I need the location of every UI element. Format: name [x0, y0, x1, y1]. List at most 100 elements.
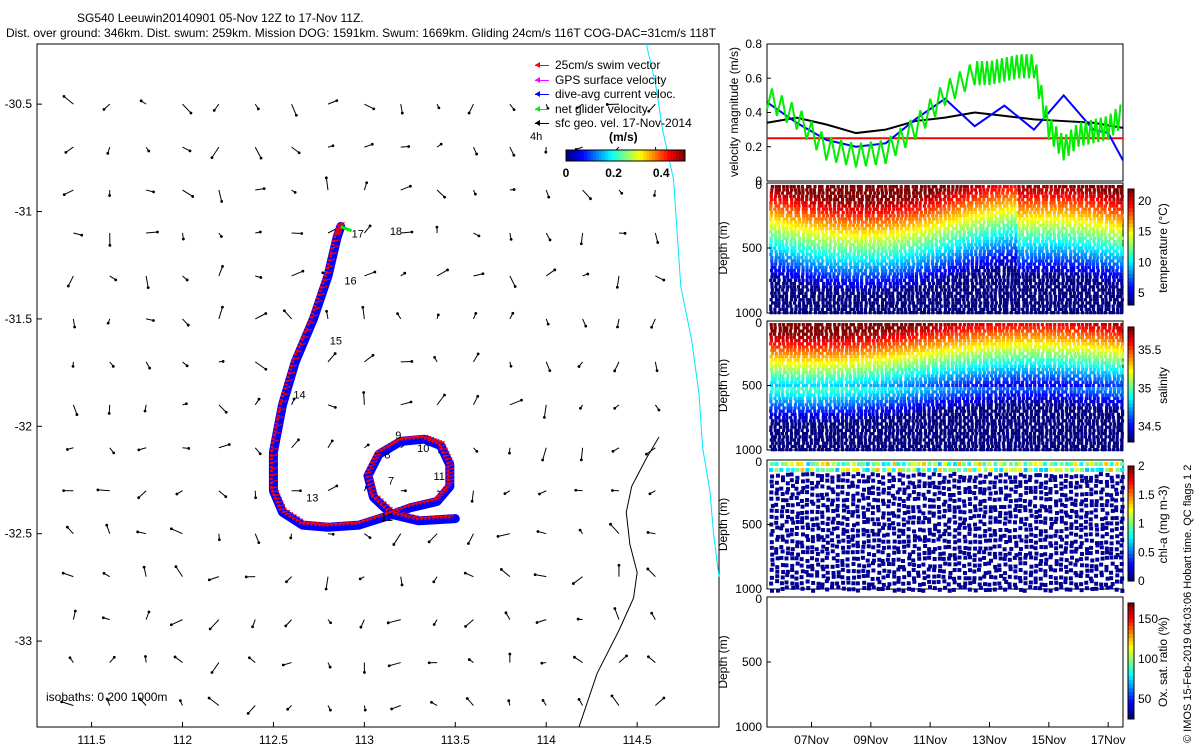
profile-dot	[970, 304, 975, 308]
profile-dot	[777, 185, 781, 189]
geo-velocity-arrow	[72, 404, 78, 415]
swim-vector	[270, 466, 278, 470]
profile-dot	[923, 230, 927, 234]
profile-dot	[884, 223, 889, 228]
profile-dot	[798, 281, 802, 286]
profile-dot	[1056, 265, 1061, 270]
profile-dot	[903, 188, 907, 192]
profile-dot	[1025, 288, 1029, 292]
profile-dot	[774, 204, 778, 208]
profile-dot	[852, 278, 856, 282]
geo-velocity-arrowhead	[432, 623, 436, 626]
profile-dot	[837, 256, 841, 260]
geo-velocity-arrowhead	[281, 663, 285, 667]
profile-dot	[900, 230, 904, 234]
profile-dot	[789, 361, 794, 365]
profile-dot	[950, 243, 954, 247]
profile-dot	[894, 304, 899, 308]
profile-dot	[918, 217, 922, 221]
profile-dot	[833, 269, 838, 273]
profile-dot	[817, 444, 822, 449]
geo-velocity-arrowhead	[361, 305, 365, 309]
profile-dot	[1049, 220, 1053, 224]
profile-dot	[863, 252, 867, 257]
profile-dot	[1045, 307, 1050, 312]
profile-dot	[833, 285, 837, 289]
profile-dot	[841, 210, 845, 215]
profile-dot	[848, 223, 852, 228]
geo-velocity-arrowhead	[372, 107, 376, 111]
profile-dot	[1089, 204, 1093, 208]
profile-dot	[915, 227, 919, 231]
profile-dot	[869, 304, 873, 308]
profile-dot	[782, 265, 786, 270]
profile-dot	[1109, 230, 1113, 234]
profile-dot	[926, 275, 930, 279]
profile-dot	[782, 301, 786, 305]
profile-dot	[1029, 301, 1033, 305]
geo-velocity-arrowhead	[108, 194, 111, 197]
profile-dot	[900, 239, 904, 244]
profile-dot	[861, 272, 865, 276]
profile-dot	[922, 259, 926, 263]
profile-dot	[907, 294, 911, 299]
profile-dot	[910, 220, 914, 224]
profile-dot	[1048, 304, 1053, 308]
profile-dot	[903, 204, 907, 208]
profile-dot	[923, 249, 927, 253]
profile-dot	[806, 393, 810, 397]
profile-dot	[1109, 201, 1113, 205]
profile-dot	[907, 272, 911, 276]
profile-dot	[800, 288, 804, 292]
profile-dot	[801, 332, 806, 336]
swim-vector	[310, 314, 318, 318]
profile-dot	[872, 288, 876, 292]
profile-dot	[785, 201, 789, 205]
profile-dot	[1076, 188, 1080, 192]
profile-dot	[967, 246, 971, 250]
profile-dot	[1064, 294, 1068, 299]
profile-dot	[816, 348, 820, 352]
geo-velocity-arrowhead	[207, 578, 211, 582]
profile-dot	[1092, 191, 1096, 195]
profile-dot	[1097, 194, 1101, 198]
profile-dot	[769, 406, 773, 410]
profile-dot	[813, 191, 817, 195]
profile-dot	[1072, 256, 1077, 260]
profile-dot	[888, 269, 893, 273]
profile-dot	[845, 210, 849, 215]
profile-dot	[979, 307, 983, 312]
colorbar-cell	[1128, 200, 1134, 205]
profile-dot	[1049, 311, 1054, 315]
profile-dot	[792, 185, 796, 189]
profile-dot	[796, 269, 801, 273]
profile-dot	[802, 422, 806, 426]
profile-dot	[773, 396, 777, 401]
profile-dot	[871, 272, 876, 276]
profile-dot	[919, 185, 924, 189]
profile-dot	[1064, 204, 1068, 208]
profile-dot	[1068, 233, 1072, 237]
profile-dot	[1033, 249, 1037, 253]
profile-dot	[1016, 272, 1021, 276]
profile-dot	[809, 307, 813, 312]
profile-dot	[935, 246, 939, 250]
profile-dot	[947, 265, 951, 270]
swim-vector	[385, 506, 393, 511]
swim-vector	[379, 447, 387, 451]
profile-dot	[785, 438, 789, 442]
profile-dot	[814, 217, 818, 221]
profile-dot	[785, 207, 789, 211]
profile-dot	[954, 265, 958, 270]
profile-dot	[790, 246, 794, 250]
profile-dot	[943, 188, 947, 192]
profile-dot	[942, 236, 946, 240]
geo-velocity-arrow	[580, 447, 584, 460]
profile-dot	[809, 214, 813, 218]
profile-dot	[796, 252, 800, 257]
profile-dot	[1041, 214, 1045, 218]
profile-dot	[793, 249, 797, 253]
profile-dot	[793, 311, 797, 315]
profile-dot	[1103, 272, 1107, 276]
geo-velocity-arrowhead	[189, 111, 193, 115]
